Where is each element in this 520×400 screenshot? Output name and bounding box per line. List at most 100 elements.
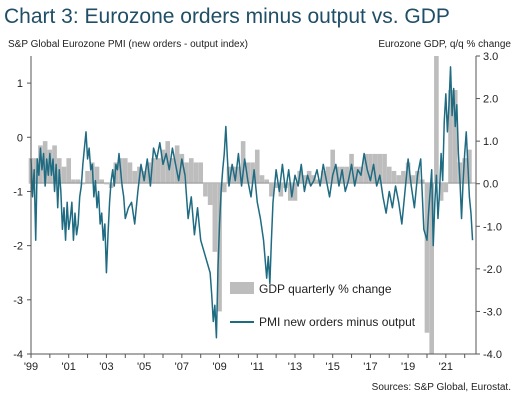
gdp-bar (155, 158, 161, 184)
gdp-bar (193, 162, 199, 184)
gdp-bar (250, 162, 255, 184)
gdp-bar (339, 166, 345, 184)
right-axis-label: Eurozone GDP, q/q % change (378, 39, 511, 50)
left-tick-label: -3 (13, 295, 23, 307)
x-ticks: '99 '01 '03 '05 '07 '09 '11 '13 '15 '17 '19 '21 (24, 354, 466, 373)
gdp-bar (52, 145, 57, 184)
x-tick-label: '15 (326, 361, 340, 373)
gdp-bar (85, 170, 90, 184)
legend-label-pmi: PMI new orders minus output (259, 315, 416, 329)
gdp-bar (386, 166, 392, 184)
gdp-bar (221, 183, 227, 193)
gdp-bar (264, 179, 270, 184)
gdp-bar (33, 158, 39, 184)
gdp-bar (47, 149, 53, 184)
gdp-bar (377, 153, 383, 184)
gdp-bar (71, 179, 76, 184)
gdp-bar (372, 153, 378, 184)
x-tick-label: '99 (24, 361, 38, 373)
gdp-bar (325, 166, 331, 184)
gdp-bar (287, 183, 293, 201)
gdp-bar (320, 170, 326, 184)
x-tick-label: '17 (363, 361, 377, 373)
right-tick-label: 1.0 (483, 136, 498, 148)
gdp-bar (75, 179, 81, 184)
gdp-bar (443, 183, 449, 193)
gdp-bar (127, 162, 133, 184)
gdp-bar (61, 166, 67, 184)
gdp-bar (254, 149, 260, 184)
gdp-bar (259, 175, 265, 184)
gdp-bar (330, 149, 336, 184)
gdp-bar (94, 166, 100, 184)
gdp-bar (269, 183, 274, 197)
gdp-bar (462, 158, 467, 184)
gdp-bar (122, 158, 128, 184)
left-tick-label: -2 (13, 241, 23, 253)
gdp-bar (245, 162, 251, 184)
gdp-bar (151, 158, 156, 184)
gdp-bar (410, 175, 416, 184)
right-tick-label: 3.0 (483, 51, 498, 63)
x-tick-label: '13 (288, 361, 302, 373)
right-tick-label: 0.0 (483, 179, 498, 191)
left-tick-label: -4 (13, 349, 23, 361)
gdp-bar (170, 158, 175, 184)
gdp-bar (188, 158, 194, 184)
left-tick-label: 0 (17, 132, 23, 144)
right-tick-label: -2.0 (483, 264, 502, 276)
gdp-bar (302, 175, 307, 184)
gdp-bar (99, 179, 105, 184)
gdp-bar (382, 153, 387, 184)
gdp-bar (66, 158, 72, 184)
gdp-bar (405, 162, 411, 184)
left-ticks: 1 0 -1 -2 -3 -4 (13, 78, 31, 361)
gdp-bar (396, 175, 401, 184)
x-tick-label: '03 (99, 361, 113, 373)
gdp-bar (438, 183, 444, 201)
pmi-line (30, 66, 474, 339)
chart-title: Chart 3: Eurozone orders minus output vs… (4, 5, 450, 28)
gdp-bar (184, 162, 189, 184)
right-tick-label: -1.0 (483, 221, 502, 233)
gdp-bar (278, 183, 284, 197)
gdp-bar (424, 183, 430, 333)
gdp-bar (236, 166, 241, 184)
left-tick-label: 1 (17, 78, 23, 90)
right-tick-label: -4.0 (483, 349, 502, 361)
gdp-bar (363, 153, 368, 184)
gdp-bar (306, 170, 312, 184)
legend-label-gdp: GDP quarterly % change (259, 282, 392, 296)
legend: GDP quarterly % change PMI new orders mi… (230, 282, 416, 329)
gdp-bar (212, 183, 218, 252)
left-axis-label: S&P Global Eurozone PMI (new orders - ou… (8, 39, 248, 50)
x-tick-label: '21 (439, 361, 453, 373)
left-tick-label: -1 (13, 186, 23, 198)
gdp-bar (179, 153, 185, 184)
legend-swatch-gdp (230, 282, 254, 294)
right-ticks: 3.0 2.0 1.0 0.0 -1.0 -2.0 -3.0 -4.0 (476, 51, 502, 361)
source-note: Sources: S&P Global, Eurostat. (372, 382, 511, 393)
gdp-bars (28, 56, 472, 354)
x-tick-label: '19 (401, 361, 415, 373)
gdp-bar (240, 141, 246, 184)
gdp-bar (292, 183, 298, 201)
gdp-bar (132, 170, 138, 184)
gdp-bar (467, 149, 472, 184)
gdp-bar (273, 183, 279, 188)
gdp-bar (42, 141, 48, 184)
gdp-bar (160, 149, 166, 184)
right-tick-label: -3.0 (483, 306, 502, 318)
gdp-bar (401, 170, 406, 184)
gdp-bar (429, 183, 434, 354)
gdp-bar (80, 183, 86, 185)
right-tick-label: 2.0 (483, 94, 498, 106)
x-tick-label: '05 (137, 361, 151, 373)
gdp-bar (448, 90, 453, 184)
gdp-bar (198, 162, 204, 184)
gdp-bar (452, 90, 458, 184)
gdp-bar (38, 145, 43, 184)
gdp-bar (368, 153, 373, 184)
